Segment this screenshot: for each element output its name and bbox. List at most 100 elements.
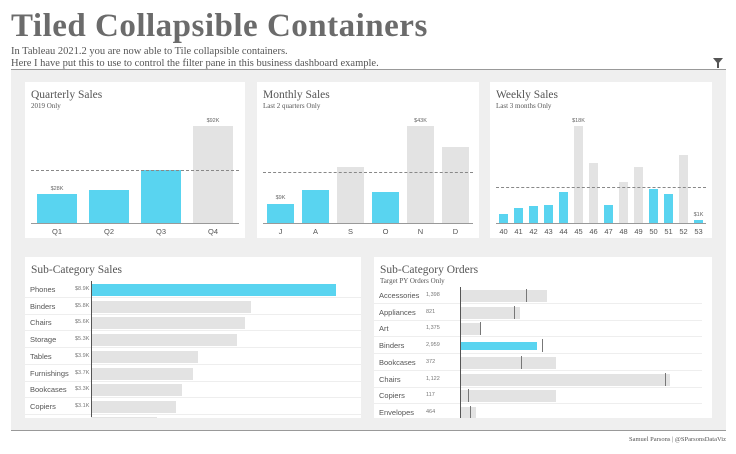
bar[interactable]	[91, 367, 193, 380]
x-tick-label: Q4	[207, 227, 218, 236]
bar[interactable]	[140, 169, 182, 224]
row-label: Furnishings	[30, 368, 69, 378]
row-label: Chairs	[379, 374, 401, 384]
row-label: Phones	[30, 285, 56, 294]
reference-line	[496, 186, 706, 188]
table-row[interactable]: Binders 2,959	[374, 337, 702, 355]
row-label: Art	[379, 324, 389, 334]
table-row[interactable]: Envelopes 464	[374, 404, 702, 418]
row-label: Copiers	[30, 401, 56, 411]
bar[interactable]	[559, 191, 568, 224]
row-label: Binders	[379, 341, 405, 351]
monthly-sales-card: Monthly Sales Last 2 quarters Only $9K J A S O…	[257, 82, 479, 238]
table-row[interactable]: Bookcases 372	[374, 354, 702, 371]
table-row[interactable]: Copiers 117	[374, 387, 702, 405]
bar[interactable]	[371, 192, 400, 224]
target-marker	[480, 322, 482, 336]
axis-line	[91, 281, 92, 418]
bar[interactable]	[460, 406, 477, 418]
bar[interactable]	[266, 203, 295, 224]
chart-subtitle: Last 3 months Only	[496, 102, 552, 110]
bar[interactable]	[604, 204, 613, 224]
bar[interactable]	[514, 207, 523, 224]
bar[interactable]	[36, 194, 78, 224]
x-tick-label: J	[278, 227, 283, 236]
x-tick-label: 48	[619, 227, 628, 236]
weekly-sales-card: Weekly Sales Last 3 months Only 40 41 42 43 44…	[490, 82, 712, 238]
row-value: 2,959	[426, 342, 440, 349]
x-tick-label: 47	[604, 227, 613, 236]
bar[interactable]	[91, 300, 251, 313]
bar[interactable]	[88, 189, 130, 224]
x-tick-label: 52	[679, 227, 688, 236]
row-value: 464	[426, 408, 436, 415]
filter-icon[interactable]	[713, 58, 723, 68]
bar[interactable]	[634, 166, 643, 224]
table-row[interactable]: Bookcases $3.3K	[25, 381, 361, 399]
bar[interactable]	[694, 220, 703, 224]
row-label: Chairs	[30, 318, 52, 328]
bar[interactable]	[460, 390, 557, 403]
row-label: Bookcases	[379, 357, 416, 367]
chart-title: Monthly Sales	[263, 89, 330, 101]
bar[interactable]	[460, 356, 557, 369]
bar-label: $1K	[693, 212, 704, 219]
table-row[interactable]: Binders $5.8K	[25, 298, 361, 315]
chart-subtitle: Target PY Orders Only	[380, 277, 445, 285]
bar-label: $28K	[50, 186, 64, 193]
row-label: Bookcases	[30, 385, 67, 395]
bar[interactable]	[460, 342, 538, 351]
x-tick-label: Q3	[155, 227, 166, 236]
bar[interactable]	[529, 205, 538, 224]
bar[interactable]	[460, 290, 548, 302]
row-value: 1,398	[426, 292, 440, 298]
table-row[interactable]: Accessories 1,398	[374, 287, 702, 304]
table-row[interactable]: Tables $3.9K	[25, 348, 361, 365]
bar[interactable]	[91, 384, 182, 397]
table-row[interactable]: Art 1,375	[374, 320, 702, 338]
bar[interactable]	[301, 189, 330, 224]
x-tick-label: 42	[529, 227, 538, 236]
reference-line	[31, 169, 239, 171]
table-row[interactable]: Appliances 821	[374, 304, 702, 321]
target-marker	[526, 289, 528, 302]
bar[interactable]	[441, 146, 470, 224]
bar[interactable]	[589, 163, 598, 224]
bar[interactable]	[664, 194, 673, 224]
target-marker	[521, 355, 523, 369]
bar[interactable]	[460, 373, 670, 386]
bar[interactable]	[460, 306, 521, 319]
bar[interactable]	[619, 181, 628, 224]
x-tick-label: Q2	[103, 227, 114, 236]
bar[interactable]	[460, 323, 481, 336]
table-row[interactable]: Chairs $5.6K	[25, 314, 361, 332]
bar[interactable]	[544, 204, 553, 224]
bar[interactable]	[499, 214, 508, 224]
bar[interactable]	[91, 350, 199, 363]
bar[interactable]	[91, 317, 246, 330]
x-tick-label: D	[452, 227, 459, 236]
bar[interactable]	[649, 188, 658, 224]
table-row[interactable]: Phones $8.9K	[25, 281, 361, 298]
table-row[interactable]: Storage $5.3K	[25, 331, 361, 349]
row-value: 117	[426, 392, 435, 399]
table-row[interactable]: Chairs 1,122	[374, 371, 702, 388]
subcategory-sales-card: Sub-Category Sales Phones $8.9K Binders $5.8…	[25, 257, 361, 418]
footer-credit: Samuel Parsons | @SParsonsDataViz	[629, 436, 726, 443]
bar[interactable]	[679, 154, 688, 224]
table-row[interactable]: Copiers $3.1K	[25, 398, 361, 415]
target-marker	[513, 305, 515, 319]
table-row[interactable]: Furnishings $3.7K	[25, 365, 361, 382]
x-tick-label: Q1	[51, 227, 62, 236]
bar[interactable]	[192, 126, 234, 224]
bar[interactable]	[91, 284, 336, 296]
bar[interactable]	[91, 334, 237, 347]
bar[interactable]	[406, 126, 435, 224]
target-marker	[542, 339, 544, 353]
bar[interactable]	[91, 400, 177, 413]
bar[interactable]	[336, 167, 365, 224]
bar-label: $18K	[572, 118, 585, 124]
bar[interactable]	[574, 126, 583, 224]
x-tick-label: 53	[694, 227, 703, 236]
x-tick-label: O	[382, 227, 389, 236]
